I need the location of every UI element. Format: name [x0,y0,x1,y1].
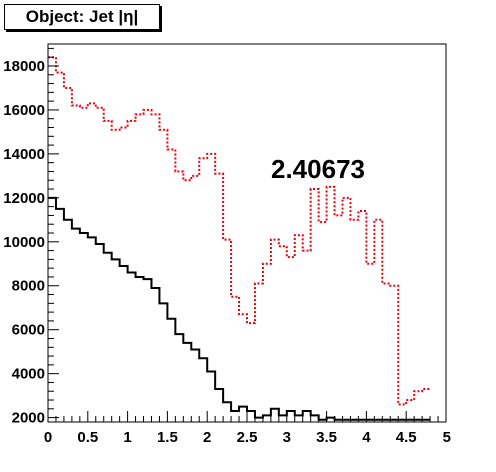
x-tick-label: 2 [203,429,211,446]
x-tick-label: 3 [283,429,291,446]
x-tick-label: 0.5 [77,429,98,446]
y-tick-label: 12000 [3,190,45,207]
x-tick-label: 4.5 [396,429,417,446]
y-tick-label: 8000 [12,278,45,295]
x-tick-label: 2.5 [237,429,258,446]
y-tick-label: 14000 [3,146,45,163]
chart-title: Object: Jet |η| [25,7,139,26]
chart-title-box: Object: Jet |η| [4,4,160,30]
plot-frame [47,43,447,423]
series-dotted-red-line [48,56,431,406]
x-tick-label: 1.5 [157,429,178,446]
y-tick-label: 18000 [3,58,45,75]
x-tick-label: 4 [362,429,371,446]
chart-annotation: 2.40673 [271,154,365,184]
y-tick-label: 16000 [3,102,45,119]
y-tick-label: 4000 [12,366,45,383]
y-tick-label: 2000 [12,410,45,427]
series-solid-black-line [48,196,431,421]
series-layer [48,56,431,421]
x-tick-label: 3.5 [316,429,337,446]
axis-layer: 0 0.5 1 1.5 2 2.5 3 3.5 4 4.5 5 2000 4000 6000 8000 100… [3,47,451,446]
x-tick-label: 0 [44,429,52,446]
y-tick-label: 10000 [3,234,45,251]
x-tick-label: 5 [443,429,451,446]
y-tick-label: 6000 [12,322,45,339]
x-tick-label: 1 [123,429,131,446]
